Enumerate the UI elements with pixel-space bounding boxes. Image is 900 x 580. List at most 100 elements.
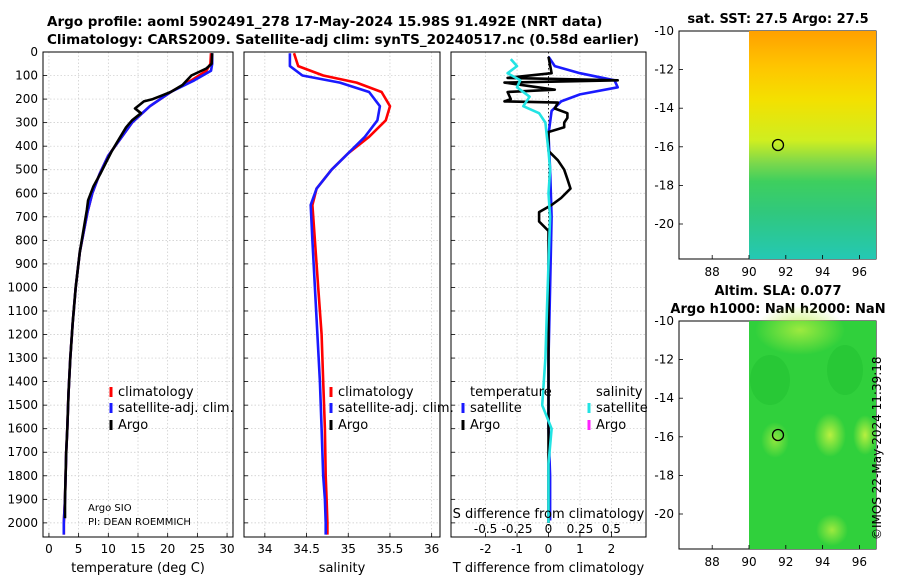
legend-label-temp-satellite: satellite <box>470 401 522 416</box>
sla-blob <box>750 355 790 405</box>
tick-label-y: 1400 <box>7 375 38 389</box>
series-line-satellite-adj-clim- <box>288 53 382 535</box>
legend-label-climatology: climatology <box>118 385 194 400</box>
sla-map-title-line1: Altim. SLA: 0.077 <box>715 284 842 299</box>
sla-blob <box>816 514 848 546</box>
tick-label-x: 20 <box>160 542 175 556</box>
tick-label-y: 1500 <box>7 398 38 412</box>
plot-frame <box>243 51 441 538</box>
argo-float-marker <box>771 138 785 152</box>
legend-header-temperature: temperature <box>470 385 552 400</box>
tick-label-x: 10 <box>101 542 116 556</box>
map-tick-label-x: 96 <box>852 265 867 279</box>
legend-difference: temperature salinity satellite Argo sate… <box>461 385 648 433</box>
tick-label-x: 15 <box>130 542 145 556</box>
chart-title-line1: Argo profile: aoml 5902491_278 17-May-20… <box>47 14 603 30</box>
tick-label-y: 900 <box>15 257 38 271</box>
legend-label-satellite: satellite-adj. clim. <box>338 401 454 416</box>
tick-label-x: 36 <box>424 542 439 556</box>
x-axis-label: salinity <box>319 561 366 576</box>
plot-frame <box>42 51 234 538</box>
tick-label-y: 1900 <box>7 492 38 506</box>
tick-label-y: 300 <box>15 116 38 130</box>
top-tick-label: -0.25 <box>502 522 533 536</box>
chart-title-line2: Climatology: CARS2009. Satellite-adj cli… <box>47 32 640 48</box>
top-tick-label: 0 <box>545 522 553 536</box>
legend-label-temp-argo: Argo <box>470 418 500 433</box>
map-tick-label-y: -16 <box>654 140 674 154</box>
temperature-panel: 0100200300400500600700800900100011001200… <box>7 45 234 576</box>
imos-credit: ©IMOS 22-May-2024 11:39:18 <box>870 356 884 540</box>
tick-label-x: 5 <box>75 542 83 556</box>
map-tick-label-x: 90 <box>741 555 756 569</box>
map-tick-label-x: 88 <box>705 555 720 569</box>
map-tick-label-y: -18 <box>654 468 674 482</box>
tick-label-x: -2 <box>480 542 492 556</box>
difference-panel: -2 -1 0 1 2 T difference from climatology S di… <box>450 51 647 576</box>
sla-map: 88 90 92 94 96 -10 -12 -14 -16 -18 -20 <box>654 305 877 569</box>
tick-label-y: 1100 <box>7 304 38 318</box>
plot-frame <box>450 51 647 538</box>
legend-label-sal-satellite: satellite <box>596 401 648 416</box>
tick-label-x: 30 <box>219 542 234 556</box>
map-tick-label-y: -18 <box>654 178 674 192</box>
tick-label-y: 1700 <box>7 445 38 459</box>
map-tick-label-y: -12 <box>654 353 674 367</box>
tick-label-y: 1600 <box>7 422 38 436</box>
sla-blob <box>853 415 877 455</box>
tick-label-y: 100 <box>15 69 38 83</box>
tick-label-x: 34.5 <box>293 542 320 556</box>
tick-label-x: -1 <box>511 542 523 556</box>
tick-label-y: 400 <box>15 139 38 153</box>
map-tick-label-x: 88 <box>705 265 720 279</box>
map-tick-label-x: 94 <box>815 555 830 569</box>
map-tick-label-y: -20 <box>654 217 674 231</box>
map-tick-label-x: 90 <box>741 265 756 279</box>
argo-float-marker <box>771 428 785 442</box>
map-tick-label-y: -14 <box>654 391 674 405</box>
tick-label-x: 0 <box>545 542 553 556</box>
map-tick-label-x: 96 <box>852 555 867 569</box>
tick-label-y: 600 <box>15 186 38 200</box>
legend-temperature: climatology satellite-adj. clim. Argo <box>109 385 234 433</box>
tick-label-y: 700 <box>15 210 38 224</box>
map-tick-label-y: -12 <box>654 63 674 77</box>
tick-label-x: 0 <box>45 542 53 556</box>
pi-credit-line1: Argo SIO <box>88 503 132 514</box>
tick-label-y: 1300 <box>7 351 38 365</box>
tick-label-y: 800 <box>15 233 38 247</box>
map-tick-label-x: 92 <box>778 265 793 279</box>
tick-label-x: 1 <box>576 542 584 556</box>
tick-label-x: 34 <box>257 542 272 556</box>
series-line-argo <box>63 53 214 519</box>
tick-label-x: 35 <box>341 542 356 556</box>
legend-label-argo: Argo <box>118 418 148 433</box>
map-tick-label-x: 92 <box>778 555 793 569</box>
pi-credit-line2: PI: DEAN ROEMMICH <box>88 517 191 528</box>
map-tick-label-y: -10 <box>654 314 674 328</box>
sla-blob <box>814 413 846 457</box>
x-axis-label: temperature (deg C) <box>71 561 205 576</box>
legend-header-salinity: salinity <box>596 385 643 400</box>
x-axis-label: T difference from climatology <box>452 561 645 576</box>
tick-label-y: 0 <box>30 45 38 59</box>
sst-map: 88 90 92 94 96 -10 -12 -14 -16 -18 -20 <box>654 24 877 279</box>
tick-label-y: 1800 <box>7 469 38 483</box>
sla-blob <box>827 345 863 395</box>
sla-map-ticks: 88 90 92 94 96 -10 -12 -14 -16 -18 -20 <box>654 314 867 569</box>
legend-salinity: climatology satellite-adj. clim. Argo <box>329 385 454 433</box>
legend-label-argo: Argo <box>338 418 368 433</box>
map-tick-label-y: -16 <box>654 430 674 444</box>
tick-label-x: 35.5 <box>377 542 404 556</box>
tick-label-y: 1000 <box>7 280 38 294</box>
sst-field <box>749 31 876 259</box>
tick-label-x: 25 <box>190 542 205 556</box>
series-line-temperature-argo <box>503 56 620 523</box>
legend-label-satellite: satellite-adj. clim. <box>118 401 234 416</box>
map-tick-label-y: -10 <box>654 24 674 38</box>
legend-label-climatology: climatology <box>338 385 414 400</box>
top-axis-label: S difference from climatology <box>453 507 645 522</box>
plot-area <box>244 52 440 537</box>
top-tick-label: -0.5 <box>474 522 497 536</box>
